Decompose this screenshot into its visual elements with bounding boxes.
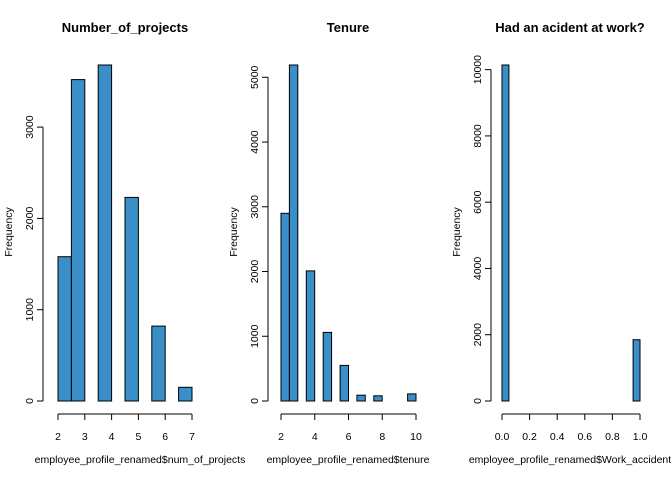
x-tick-label: 0.6 xyxy=(577,431,592,443)
y-tick-label: 2000 xyxy=(472,323,484,347)
histogram-bar xyxy=(288,64,299,402)
x-tick-label: 5 xyxy=(135,431,141,443)
x-tick-label: 3 xyxy=(82,431,88,443)
panel-work-accident: Had an acident at work? employee_profile… xyxy=(451,20,671,466)
histogram-bar xyxy=(339,364,350,402)
x-tick-label: 4 xyxy=(109,431,115,443)
y-axis-label: Frequency xyxy=(228,206,240,256)
y-tick-label: 4000 xyxy=(472,257,484,281)
histogram-bar xyxy=(124,196,139,402)
x-tick-label: 2 xyxy=(278,431,284,443)
histogram-bar xyxy=(632,339,641,402)
x-axis-label: employee_profile_renamed$Work_accident xyxy=(469,454,671,466)
histogram-bar xyxy=(305,270,316,402)
y-tick-label: 1000 xyxy=(24,298,36,322)
x-tick-label: 0.8 xyxy=(605,431,620,443)
histogram-bar xyxy=(97,64,113,402)
panel-title: Had an acident at work? xyxy=(495,20,645,35)
panel-number-of-projects: Number_of_projects employee_profile_rena… xyxy=(3,20,245,466)
y-tick-label: 1000 xyxy=(249,324,261,348)
x-tick-label: 4 xyxy=(312,431,318,443)
y-tick-label: 2000 xyxy=(249,260,261,284)
histogram-bar xyxy=(322,331,333,402)
y-tick-label: 8000 xyxy=(472,124,484,148)
y-tick-label: 6000 xyxy=(472,190,484,214)
panel-tenure: Tenure employee_profile_renamed$tenure F… xyxy=(228,20,430,466)
y-tick-label: 0 xyxy=(24,398,36,404)
y-axis-label: Frequency xyxy=(451,206,463,256)
x-axis-label: employee_profile_renamed$num_of_projects xyxy=(35,454,246,466)
x-tick-label: 10 xyxy=(410,431,422,443)
x-tick-label: 1.0 xyxy=(633,431,648,443)
histogram-bar xyxy=(373,395,383,402)
x-tick-label: 0.0 xyxy=(495,431,510,443)
x-tick-label: 6 xyxy=(162,431,168,443)
x-tick-label: 8 xyxy=(379,431,385,443)
y-tick-label: 3000 xyxy=(249,195,261,219)
x-tick-label: 0.2 xyxy=(522,431,537,443)
y-tick-label: 0 xyxy=(249,398,261,404)
y-tick-label: 5000 xyxy=(249,65,261,89)
y-tick-label: 10000 xyxy=(472,55,484,84)
panel-title: Tenure xyxy=(327,20,369,35)
x-tick-label: 7 xyxy=(189,431,195,443)
y-axis-label: Frequency xyxy=(3,206,15,256)
histogram-bar xyxy=(501,64,510,402)
x-tick-label: 6 xyxy=(346,431,352,443)
histogram-bar xyxy=(57,256,72,402)
x-tick-label: 0.4 xyxy=(550,431,565,443)
y-tick-label: 4000 xyxy=(249,130,261,154)
x-axis-label: employee_profile_renamed$tenure xyxy=(267,454,430,466)
panel-title: Number_of_projects xyxy=(62,20,188,35)
histogram-bar xyxy=(151,325,166,402)
x-tick-label: 2 xyxy=(55,431,61,443)
y-tick-label: 3000 xyxy=(24,115,36,139)
histogram-bar xyxy=(178,386,193,402)
histogram-bar xyxy=(280,212,290,402)
y-tick-label: 0 xyxy=(472,398,484,404)
histogram-bar xyxy=(70,79,86,402)
histogram-bar xyxy=(407,393,417,402)
histogram-bar xyxy=(356,394,366,402)
y-tick-label: 2000 xyxy=(24,207,36,231)
